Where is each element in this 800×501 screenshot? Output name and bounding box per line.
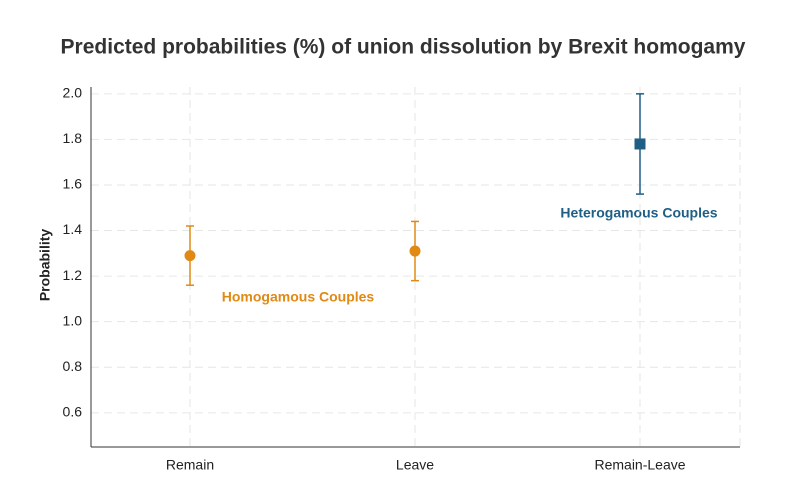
y-tick-label: 0.8 [63, 358, 83, 374]
point [634, 138, 646, 150]
y-tick-label: 0.6 [63, 404, 83, 420]
x-tick-label: Leave [396, 457, 434, 473]
y-tick-label: 1.6 [63, 176, 83, 192]
x-tick-label: Remain [166, 457, 214, 473]
point [184, 250, 196, 262]
y-tick-label: 1.4 [63, 221, 83, 237]
y-tick-label: 1.8 [63, 130, 83, 146]
series-label: Heterogamous Couples [560, 205, 717, 221]
chart-title: Predicted probabilities (%) of union dis… [61, 36, 746, 59]
y-tick-label: 2.0 [63, 85, 83, 101]
series-label: Homogamous Couples [222, 289, 375, 305]
point [409, 245, 421, 257]
y-tick-label: 1.0 [63, 312, 83, 328]
y-axis-label: Probability [37, 229, 53, 302]
x-tick-label: Remain-Leave [594, 457, 685, 473]
y-tick-label: 1.2 [63, 267, 83, 283]
